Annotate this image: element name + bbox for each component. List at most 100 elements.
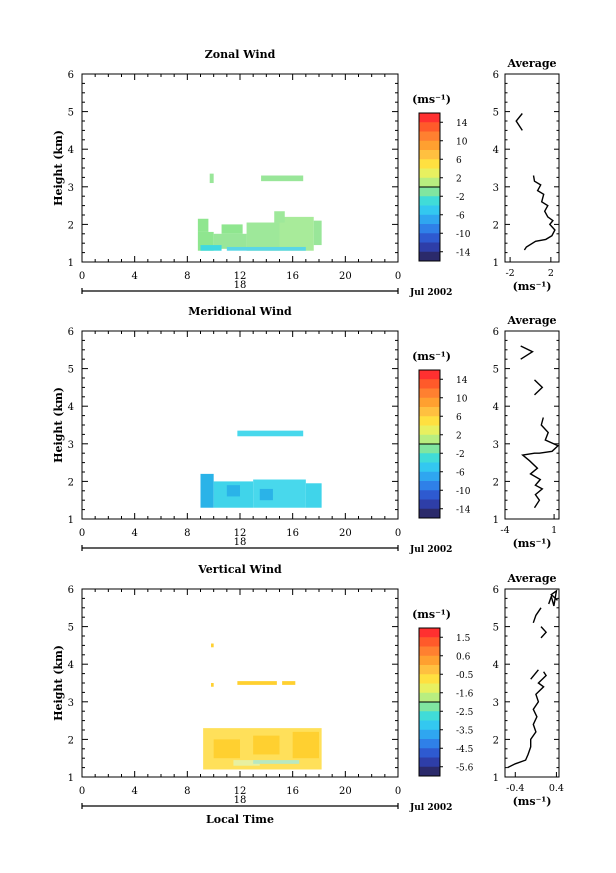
day-label: 18 <box>234 280 247 291</box>
profile-y-tick-label: 6 <box>493 327 499 338</box>
y-tick-label: 3 <box>68 440 74 451</box>
y-tick-label: 5 <box>68 365 74 376</box>
panel-title: Zonal Wind <box>205 48 276 61</box>
colorbar-step <box>419 665 440 675</box>
heatmap-cell <box>305 483 322 508</box>
heatmap-cell <box>197 218 209 232</box>
profile-x-label: (ms⁻¹) <box>513 280 552 293</box>
colorbar-tick-label: -6 <box>456 468 465 478</box>
colorbar-step <box>419 508 440 519</box>
date-label: Jul 2002 <box>409 288 452 298</box>
x-tick-label: 20 <box>339 528 352 539</box>
heatmap-cell <box>237 430 304 437</box>
profile-frame <box>504 588 560 778</box>
x-tick-label: 20 <box>339 786 352 797</box>
date-label: Jul 2002 <box>409 803 452 813</box>
colorbar-tick-label: 6 <box>456 156 462 166</box>
x-tick-label: 8 <box>184 786 190 797</box>
x-axis-label: Local Time <box>206 813 274 826</box>
colorbar-tick-label: -4.5 <box>456 745 474 755</box>
profile-x-tick-label: 0.4 <box>549 783 564 794</box>
profile-x-tick-label: 1 <box>551 525 557 536</box>
colorbar-unit: (ms⁻¹) <box>412 608 451 621</box>
colorbar-tick-label: -10 <box>456 230 471 240</box>
x-tick-label: 4 <box>131 528 137 539</box>
date-label: Jul 2002 <box>409 545 452 555</box>
colorbar-step <box>419 159 440 169</box>
heatmap-cell <box>211 683 214 687</box>
colorbar-tick-label: -6 <box>456 211 465 221</box>
x-tick-label: 8 <box>184 271 190 282</box>
colorbar-step <box>419 729 440 740</box>
colorbar-step <box>419 177 440 188</box>
profile-y-tick-label: 2 <box>493 735 499 746</box>
x-tick-label: 4 <box>131 271 137 282</box>
heatmap-cell <box>282 681 296 685</box>
profile-line <box>534 379 544 396</box>
x-tick-label: 12 <box>234 271 247 282</box>
colorbar-tick-label: 1.5 <box>456 634 471 644</box>
x-tick-label: 12 <box>234 528 247 539</box>
colorbar-step <box>419 370 440 380</box>
y-tick-label: 5 <box>68 108 74 119</box>
y-axis-label: Height (km) <box>52 387 65 463</box>
profile-line <box>521 417 560 509</box>
colorbar-step <box>419 646 440 657</box>
colorbar-step <box>419 407 440 417</box>
x-tick-label: 0 <box>79 786 85 797</box>
heatmap-cell <box>274 211 285 223</box>
y-tick-label: 3 <box>68 183 74 194</box>
heatmap-cell <box>200 245 222 251</box>
colorbar-step <box>419 757 440 768</box>
y-tick-label: 4 <box>68 145 74 156</box>
colorbar-step <box>419 637 440 647</box>
x-tick-label: 0 <box>395 528 401 539</box>
colorbar-step <box>419 655 440 666</box>
profile-y-tick-label: 3 <box>493 698 499 709</box>
heatmap-cell <box>226 485 240 497</box>
profile-line <box>532 607 542 624</box>
profile-y-tick-label: 1 <box>493 258 499 269</box>
x-tick-label: 0 <box>395 786 401 797</box>
colorbar-step <box>419 499 440 510</box>
colorbar-tick-label: 6 <box>456 413 462 423</box>
colorbar-unit: (ms⁻¹) <box>412 93 451 106</box>
y-tick-label: 1 <box>68 515 74 526</box>
profile-title: Average <box>506 572 556 585</box>
colorbar-step <box>419 150 440 160</box>
colorbar-step <box>419 168 440 179</box>
colorbar-tick-label: 0.6 <box>456 652 471 662</box>
profile-y-tick-label: 6 <box>493 70 499 81</box>
colorbar-tick-label: 10 <box>456 137 468 147</box>
colorbar-step <box>419 205 440 216</box>
profile-line <box>523 175 556 251</box>
heatmap-cell <box>253 735 280 755</box>
day-label: 18 <box>234 537 247 548</box>
x-tick-label: 0 <box>395 271 401 282</box>
profile-y-tick-label: 5 <box>493 623 499 634</box>
profile-title: Average <box>506 57 556 70</box>
colorbar-tick-label: 10 <box>456 394 468 404</box>
y-tick-label: 6 <box>68 585 74 596</box>
x-tick-label: 16 <box>286 528 299 539</box>
y-axis-label: Height (km) <box>52 130 65 206</box>
x-tick-label: 16 <box>286 271 299 282</box>
colorbar-step <box>419 242 440 253</box>
colorbar-step <box>419 397 440 408</box>
profile-x-tick-label: -2 <box>505 268 514 279</box>
colorbar-step <box>419 444 440 454</box>
colorbar-step <box>419 711 440 721</box>
colorbar-step <box>419 416 440 426</box>
colorbar-tick-label: -0.5 <box>456 671 474 681</box>
colorbar-step <box>419 462 440 473</box>
colorbar-step <box>419 628 440 638</box>
panel-title: Meridional Wind <box>188 305 292 318</box>
x-tick-label: 4 <box>131 786 137 797</box>
colorbar-step <box>419 233 440 243</box>
y-tick-label: 5 <box>68 623 74 634</box>
colorbar-step <box>419 490 440 500</box>
